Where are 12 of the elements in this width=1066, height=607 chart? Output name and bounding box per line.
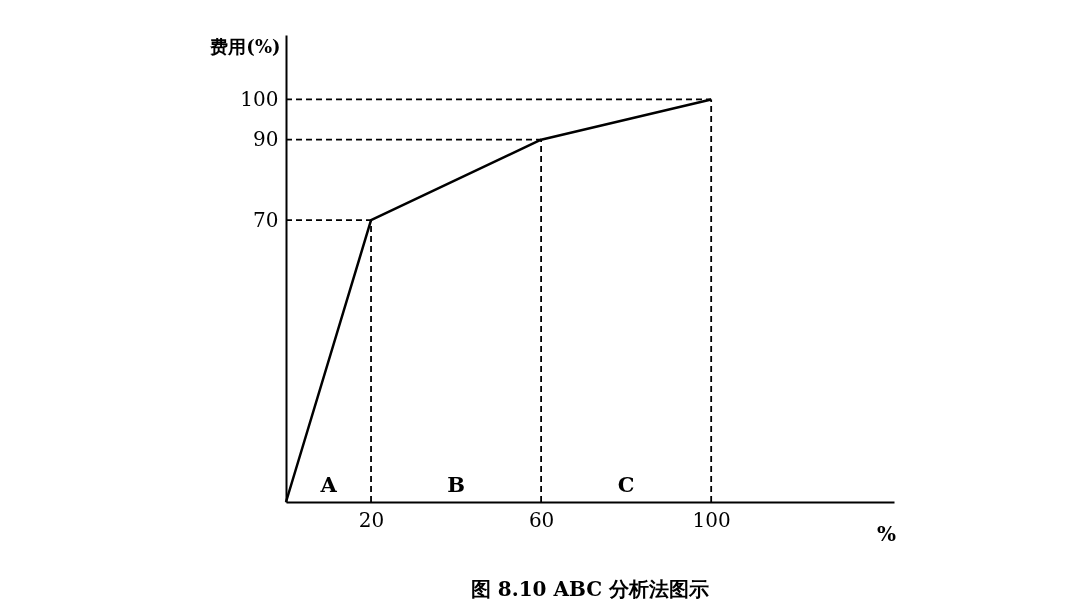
annotation: A xyxy=(319,472,338,497)
y-axis-title: 费用(%) xyxy=(209,35,281,57)
x-tick-label: 60 xyxy=(528,507,555,532)
y-tick-label: 100 xyxy=(240,86,279,111)
x-axis-title: % xyxy=(876,521,897,546)
y-tick-label: 90 xyxy=(253,127,279,152)
x-tick-label: 20 xyxy=(358,507,385,532)
y-tick-label: 70 xyxy=(253,207,279,232)
annotation: C xyxy=(617,472,635,497)
text: 图 8.10 ABC 分析法图示 xyxy=(470,577,710,601)
x-tick-label: 100 xyxy=(692,507,731,532)
annotation: B xyxy=(447,472,465,497)
